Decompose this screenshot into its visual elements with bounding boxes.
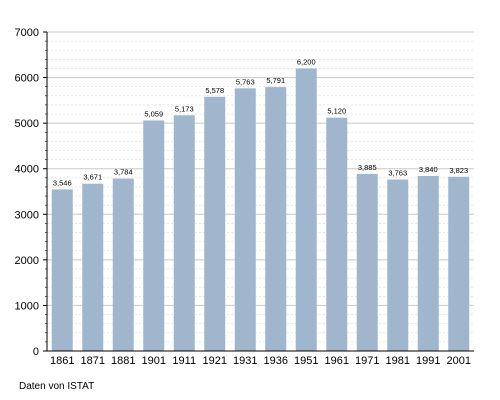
bar-1931 — [234, 88, 256, 351]
bar-1936 — [265, 87, 287, 351]
x-tick-label-1931: 1931 — [233, 355, 257, 367]
source-note: Daten von ISTAT — [19, 381, 95, 392]
data-label-1871: 3,671 — [83, 173, 102, 182]
x-tick-label-1881: 1881 — [111, 355, 135, 367]
bars — [51, 68, 470, 352]
data-label-2001: 3,823 — [449, 166, 468, 175]
y-tick-label-7000: 7000 — [15, 27, 39, 39]
bar-1881 — [112, 178, 134, 351]
y-tick-label-0: 0 — [33, 346, 39, 358]
data-label-1991: 3,840 — [419, 165, 438, 174]
x-tick-label-1991: 1991 — [416, 355, 440, 367]
bar-1901 — [143, 120, 165, 352]
y-tick-label-1000: 1000 — [15, 300, 39, 312]
x-tick-label-1981: 1981 — [386, 355, 410, 367]
bar-1961 — [326, 117, 348, 351]
bar-1971 — [356, 173, 378, 351]
x-tick-label-1921: 1921 — [203, 355, 227, 367]
data-label-1971: 3,885 — [358, 163, 377, 172]
x-tick-label-1971: 1971 — [355, 355, 379, 367]
y-tick-label-3000: 3000 — [15, 209, 39, 221]
x-tick-label-1901: 1901 — [142, 355, 166, 367]
axes — [43, 31, 474, 352]
data-label-1981: 3,763 — [388, 169, 407, 178]
y-tick-label-2000: 2000 — [15, 255, 39, 267]
data-label-1861: 3,546 — [53, 178, 72, 187]
data-label-1931: 5,763 — [236, 77, 255, 86]
x-tick-label-1961: 1961 — [325, 355, 349, 367]
gridlines — [47, 31, 474, 352]
x-tick-label-1911: 1911 — [172, 355, 196, 367]
labels: 3,546 1861 3,671 1871 3,784 1881 5,059 1901 5,17… — [15, 27, 471, 367]
data-label-1881: 3,784 — [114, 168, 133, 177]
x-tick-label-2001: 2001 — [447, 355, 471, 367]
bar-1991 — [417, 176, 439, 351]
x-tick-label-1936: 1936 — [264, 355, 288, 367]
data-label-1961: 5,120 — [327, 107, 346, 116]
x-tick-label-1861: 1861 — [50, 355, 74, 367]
y-tick-label-6000: 6000 — [15, 73, 39, 85]
data-label-1936: 5,791 — [266, 76, 285, 85]
data-label-1921: 5,578 — [205, 86, 224, 95]
bar-1861 — [51, 189, 73, 351]
bar-1871 — [82, 183, 104, 351]
bar-1921 — [204, 96, 226, 351]
data-label-1901: 5,059 — [144, 109, 163, 118]
bar-1911 — [173, 115, 195, 351]
data-label-1911: 5,173 — [175, 104, 194, 113]
bar-1981 — [387, 179, 409, 351]
y-tick-label-5000: 5000 — [15, 118, 39, 130]
data-label-1951: 6,200 — [297, 57, 316, 66]
bar-1951 — [295, 68, 317, 351]
x-tick-label-1951: 1951 — [294, 355, 318, 367]
y-tick-label-4000: 4000 — [15, 164, 39, 176]
x-tick-label-1871: 1871 — [81, 355, 105, 367]
bar-2001 — [448, 176, 470, 351]
